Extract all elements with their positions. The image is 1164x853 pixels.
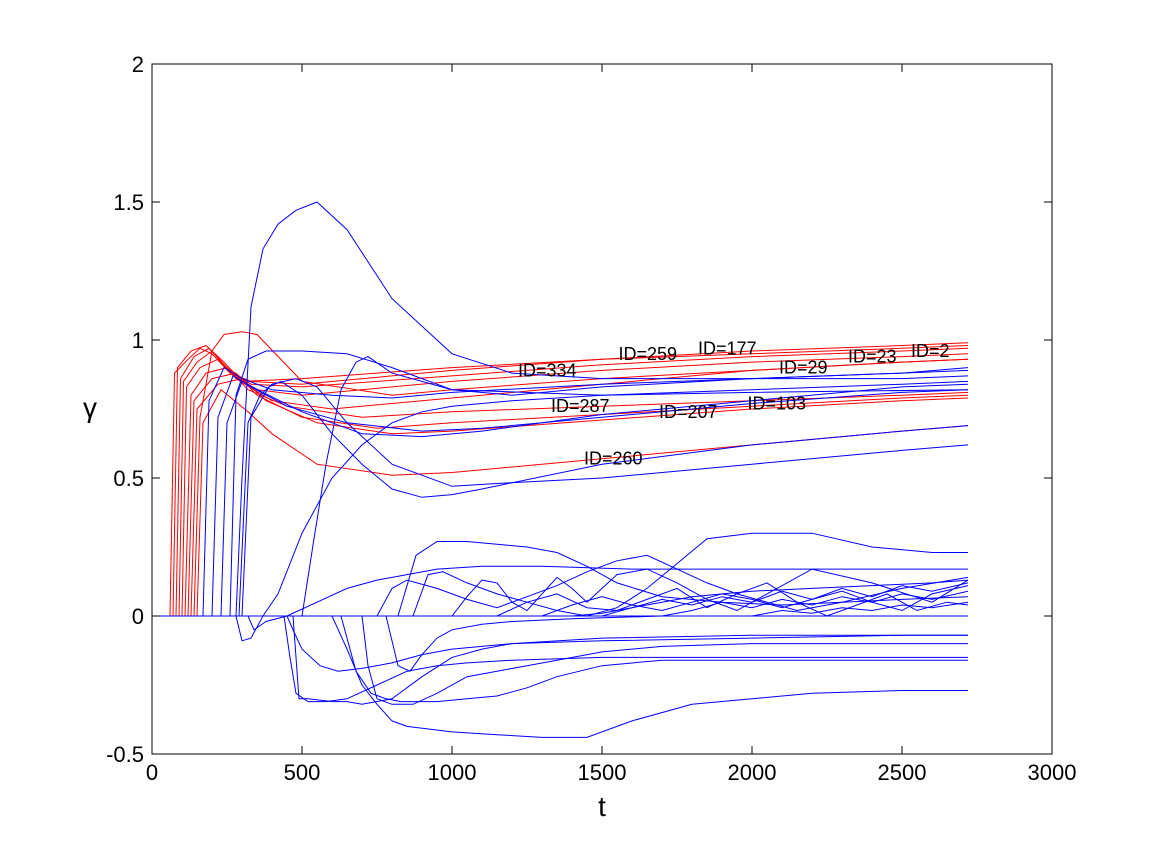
id-annotation: ID=287 xyxy=(551,396,610,416)
x-tick-label: 3000 xyxy=(1028,760,1077,785)
series-line-29 xyxy=(152,532,968,617)
series-line-10 xyxy=(152,388,969,617)
series-line-25 xyxy=(152,615,968,703)
series-line-21 xyxy=(152,615,968,672)
id-annotation: ID=29 xyxy=(779,358,828,378)
id-annotation: ID=259 xyxy=(619,344,678,364)
series-layer xyxy=(152,201,969,738)
series-line-22 xyxy=(152,615,968,703)
series-line-7 xyxy=(152,372,969,617)
series-line-33 xyxy=(152,585,969,617)
series-line-9 xyxy=(152,331,969,617)
series-line-3 xyxy=(152,347,969,617)
y-tick-label: 0.5 xyxy=(113,466,144,491)
series-line-16 xyxy=(152,378,969,617)
x-tick-label: 1500 xyxy=(578,760,627,785)
y-tick-label: 1 xyxy=(132,328,144,353)
y-tick-label: 1.5 xyxy=(113,190,144,215)
series-line-35 xyxy=(152,590,969,617)
annotation-layer: ID=334 ID=259 ID=177 ID=29 ID=23 ID=2 ID=287 ID… xyxy=(518,338,950,468)
y-tick-label: 2 xyxy=(132,52,144,77)
id-annotation: ID=2 xyxy=(911,341,950,361)
series-line-14 xyxy=(152,350,969,617)
y-axis-title: γ xyxy=(83,392,97,423)
id-annotation: ID=23 xyxy=(848,347,897,367)
series-line-23 xyxy=(152,615,968,705)
series-line-30 xyxy=(152,554,969,617)
series-line-17 xyxy=(152,380,969,617)
x-tick-label: 2000 xyxy=(728,760,777,785)
id-annotation: ID=207 xyxy=(659,402,718,422)
series-line-20 xyxy=(152,565,968,631)
x-axis-title: t xyxy=(598,791,606,822)
series-line-36 xyxy=(152,601,969,617)
y-tick-label: 0 xyxy=(132,604,144,629)
x-tick-label: 500 xyxy=(284,760,321,785)
series-line-37 xyxy=(152,579,969,617)
y-tick-label: -0.5 xyxy=(106,742,144,767)
series-line-18 xyxy=(152,356,969,617)
series-line-8 xyxy=(152,378,969,617)
id-annotation: ID=334 xyxy=(518,360,577,380)
series-line-26 xyxy=(152,615,968,705)
ticks-layer: 0 500 1000 1500 2000 2500 3000-0.500.511.52 xyxy=(106,52,1076,785)
series-line-24 xyxy=(152,615,968,738)
x-tick-label: 2500 xyxy=(878,760,927,785)
series-line-28 xyxy=(152,541,969,617)
id-annotation: ID=103 xyxy=(748,393,807,413)
series-line-31 xyxy=(152,568,969,617)
series-line-13 xyxy=(152,380,969,617)
id-annotation: ID=177 xyxy=(698,338,757,358)
id-annotation: ID=260 xyxy=(584,449,643,469)
x-tick-label: 1000 xyxy=(428,760,477,785)
series-line-15 xyxy=(152,201,969,617)
x-tick-label: 0 xyxy=(146,760,158,785)
series-line-19 xyxy=(152,389,969,642)
